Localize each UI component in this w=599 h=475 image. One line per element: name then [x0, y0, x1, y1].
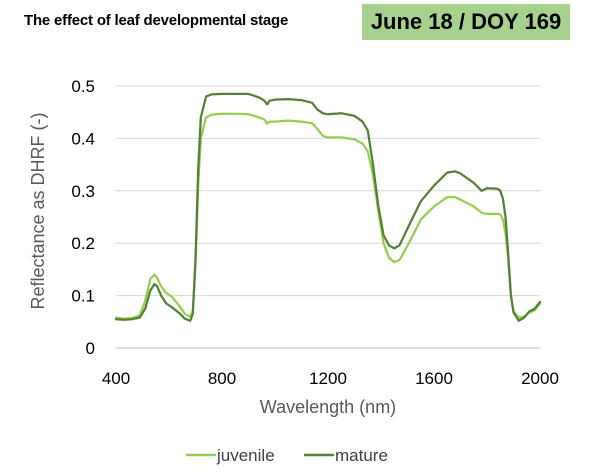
gridlines [116, 85, 540, 349]
y-tick-label: 0 [86, 339, 95, 358]
x-tick-label: 1600 [415, 369, 453, 388]
legend-label-juvenile: juvenile [216, 446, 275, 465]
series-lines [114, 92, 542, 322]
x-axis-title: Wavelength (nm) [260, 397, 396, 417]
y-tick-label: 0.3 [71, 182, 95, 201]
legend: juvenile mature [186, 446, 388, 465]
series-line-juvenile [114, 112, 542, 320]
y-axis-title: Reflectance as DHRF (-) [28, 112, 48, 309]
date-badge: June 18 / DOY 169 [362, 4, 570, 40]
y-axis-ticks: 0 0.1 0.2 0.3 0.4 0.5 [71, 77, 95, 358]
y-tick-label: 0.2 [71, 234, 95, 253]
x-axis-ticks: 400 800 1200 1600 2000 [102, 369, 559, 388]
x-tick-label: 1200 [309, 369, 347, 388]
legend-label-mature: mature [335, 446, 388, 465]
series-line-mature [114, 92, 542, 322]
y-tick-label: 0.5 [71, 77, 95, 96]
y-tick-label: 0.1 [71, 287, 95, 306]
y-tick-label: 0.4 [71, 129, 95, 148]
chart-title: The effect of leaf developmental stage [24, 12, 289, 29]
x-tick-label: 2000 [521, 369, 559, 388]
x-tick-label: 800 [208, 369, 236, 388]
x-tick-label: 400 [102, 369, 130, 388]
